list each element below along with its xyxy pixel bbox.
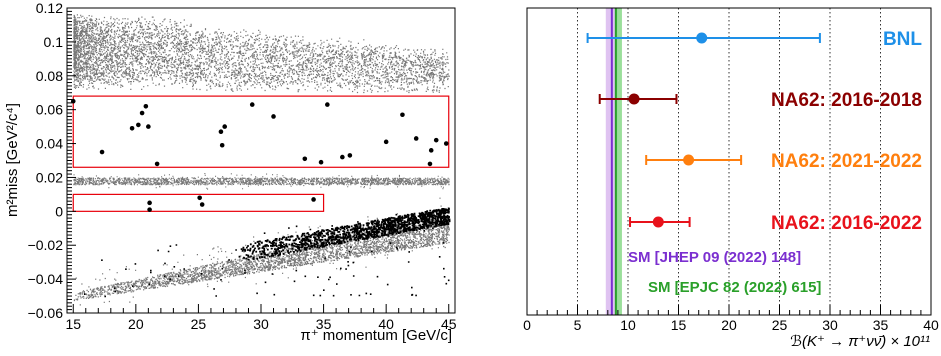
signal-region-box-1 [72, 95, 450, 168]
sm-label-1: SM [JHEP 09 (2022) 148] [628, 249, 801, 266]
measurement-3: NA62: 2021-2022 [645, 151, 922, 172]
x-axis-ticks: 0 5 10 15 20 25 30 35 40 [523, 305, 939, 333]
event-point [413, 136, 419, 141]
branching-ratio-panel: SM [JHEP 09 (2022) 148] SM [EPJC 82 (2022… [523, 7, 939, 350]
measurement-label: NA62: 2016-2018 [771, 90, 922, 111]
event-point [199, 202, 205, 207]
event-point [433, 137, 439, 143]
x-tick-label: 5 [574, 317, 582, 333]
x-tick-label: 20 [721, 317, 737, 333]
event-point [271, 114, 276, 119]
background-cloud [73, 14, 450, 306]
event-point [249, 102, 255, 107]
x-axis-ticks: 15 20 25 30 35 40 45 [65, 304, 457, 332]
event-point [146, 124, 151, 129]
signal-regions [72, 95, 450, 212]
y-tick-label: −0.02 [28, 237, 64, 253]
x-tick-label: 40 [378, 316, 394, 332]
x-tick-label: 0 [523, 317, 531, 333]
x-tick-label: 20 [128, 316, 144, 332]
y-tick-label: −0.04 [28, 271, 64, 287]
background-events-black [84, 207, 451, 298]
event-point [318, 159, 324, 165]
central-value-marker [696, 32, 708, 44]
measurement-2: NA62: 2016-2018 [598, 90, 922, 111]
y-tick-label: 0 [55, 203, 63, 219]
central-value-marker [652, 216, 664, 228]
missing-mass-scatter-panel: 15 20 25 30 35 40 45 −0.06 −0.04 −0.02 0 0.02 0.04 0… [4, 0, 457, 344]
event-point [347, 153, 353, 158]
y-axis-title: m²miss [GeV²/c⁴] [4, 103, 21, 217]
measurement-label: BNL [883, 29, 922, 50]
event-point [147, 207, 152, 212]
x-tick-label: 15 [671, 317, 687, 333]
y-tick-label: −0.06 [28, 305, 64, 321]
selected-events [70, 98, 449, 212]
event-point [99, 149, 105, 155]
event-point [218, 129, 224, 134]
x-tick-label: 25 [191, 316, 207, 332]
x-tick-label: 10 [620, 317, 636, 333]
event-point [136, 122, 141, 128]
x-tick-label: 25 [772, 317, 788, 333]
x-tick-label: 35 [873, 317, 889, 333]
event-point [129, 126, 135, 131]
x-tick-label: 35 [316, 316, 332, 332]
central-value-marker [683, 154, 695, 166]
x-axis-title: π⁺ momentum [GeV/c] [300, 327, 452, 344]
measurement-label: NA62: 2016-2022 [771, 213, 922, 234]
measurement-4: NA62: 2016-2022 [629, 213, 922, 234]
event-point [70, 98, 76, 104]
event-point [139, 110, 145, 116]
measurement-label: NA62: 2021-2022 [771, 151, 922, 172]
event-point [428, 148, 434, 153]
event-point [443, 141, 449, 146]
event-point [197, 195, 202, 201]
event-point [325, 102, 330, 107]
x-tick-label: 15 [65, 316, 81, 332]
event-point [340, 154, 345, 160]
y-tick-label: 0.04 [36, 136, 63, 152]
event-point [427, 161, 433, 167]
measurements: BNL NA62: 2016-2018 NA62: 2021-2022 NA62: 2… [586, 29, 922, 234]
central-value-marker [628, 93, 640, 105]
y-tick-label: 0.08 [36, 68, 63, 84]
measurement-1: BNL [586, 29, 922, 50]
y-tick-label: 0.02 [36, 169, 63, 185]
event-point [302, 156, 308, 162]
event-point [147, 200, 152, 206]
x-tick-label: 45 [441, 316, 457, 332]
sm-band-2 [614, 8, 622, 315]
background-events [73, 14, 451, 306]
event-point [154, 161, 160, 167]
x-tick-label: 30 [822, 317, 838, 333]
event-point [400, 112, 405, 118]
event-point [383, 139, 389, 145]
event-point [219, 142, 225, 148]
event-point [222, 124, 228, 129]
y-tick-label: 0.06 [36, 102, 63, 118]
y-tick-label: 0.1 [44, 34, 64, 50]
y-tick-label: 0.12 [36, 0, 63, 16]
sm-prediction-bands: SM [JHEP 09 (2022) 148] SM [EPJC 82 (2022… [605, 8, 821, 315]
sm-label-2: SM [EPJC 82 (2022) 615] [648, 279, 821, 296]
signal-region-box-2 [72, 193, 325, 212]
x-tick-label: 30 [253, 316, 269, 332]
x-tick-label: 40 [923, 317, 939, 333]
event-point [311, 197, 316, 202]
x-axis-title: ℬ(K⁺ → π⁺νν̄) × 10¹¹ [790, 333, 930, 350]
event-point [143, 103, 149, 109]
y-axis-ticks: −0.06 −0.04 −0.02 0 0.02 0.04 0.06 0.08 0.1 0.12 [28, 0, 76, 321]
